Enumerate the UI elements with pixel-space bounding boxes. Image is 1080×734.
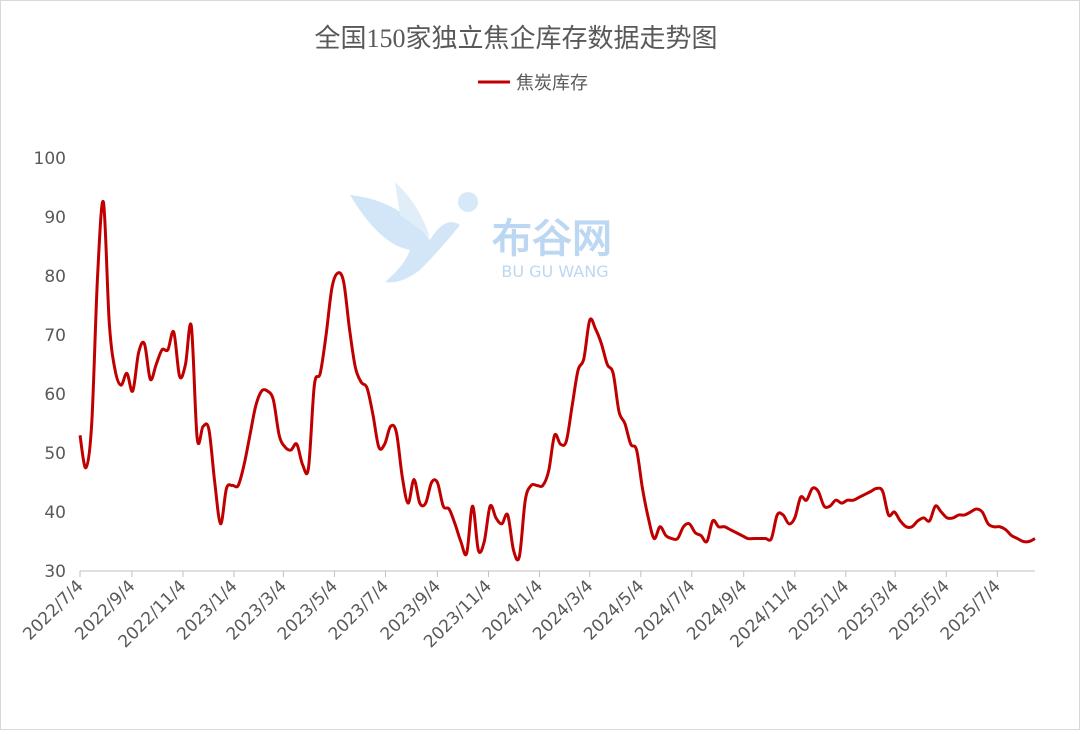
watermark-flower	[458, 192, 478, 212]
chart-title: 全国150家独立焦企库存数据走势图	[314, 24, 717, 53]
watermark: 布谷网 BU GU WANG	[350, 182, 612, 283]
y-tick-label: 50	[44, 444, 66, 464]
y-tick-label: 80	[44, 267, 66, 287]
y-tick-label: 70	[44, 326, 66, 346]
y-tick-label: 40	[44, 503, 66, 523]
y-tick-label: 60	[44, 385, 66, 405]
y-tick-label: 90	[44, 208, 66, 228]
data-line	[78, 199, 1036, 562]
watermark-bird	[350, 195, 460, 283]
legend-label: 焦炭库存	[516, 73, 588, 94]
watermark-wing	[395, 182, 430, 238]
watermark-text: 布谷网	[492, 216, 612, 262]
y-tick-label: 100	[34, 149, 66, 169]
y-tick-label: 30	[44, 562, 66, 582]
watermark-latin: BU GU WANG	[501, 262, 608, 281]
